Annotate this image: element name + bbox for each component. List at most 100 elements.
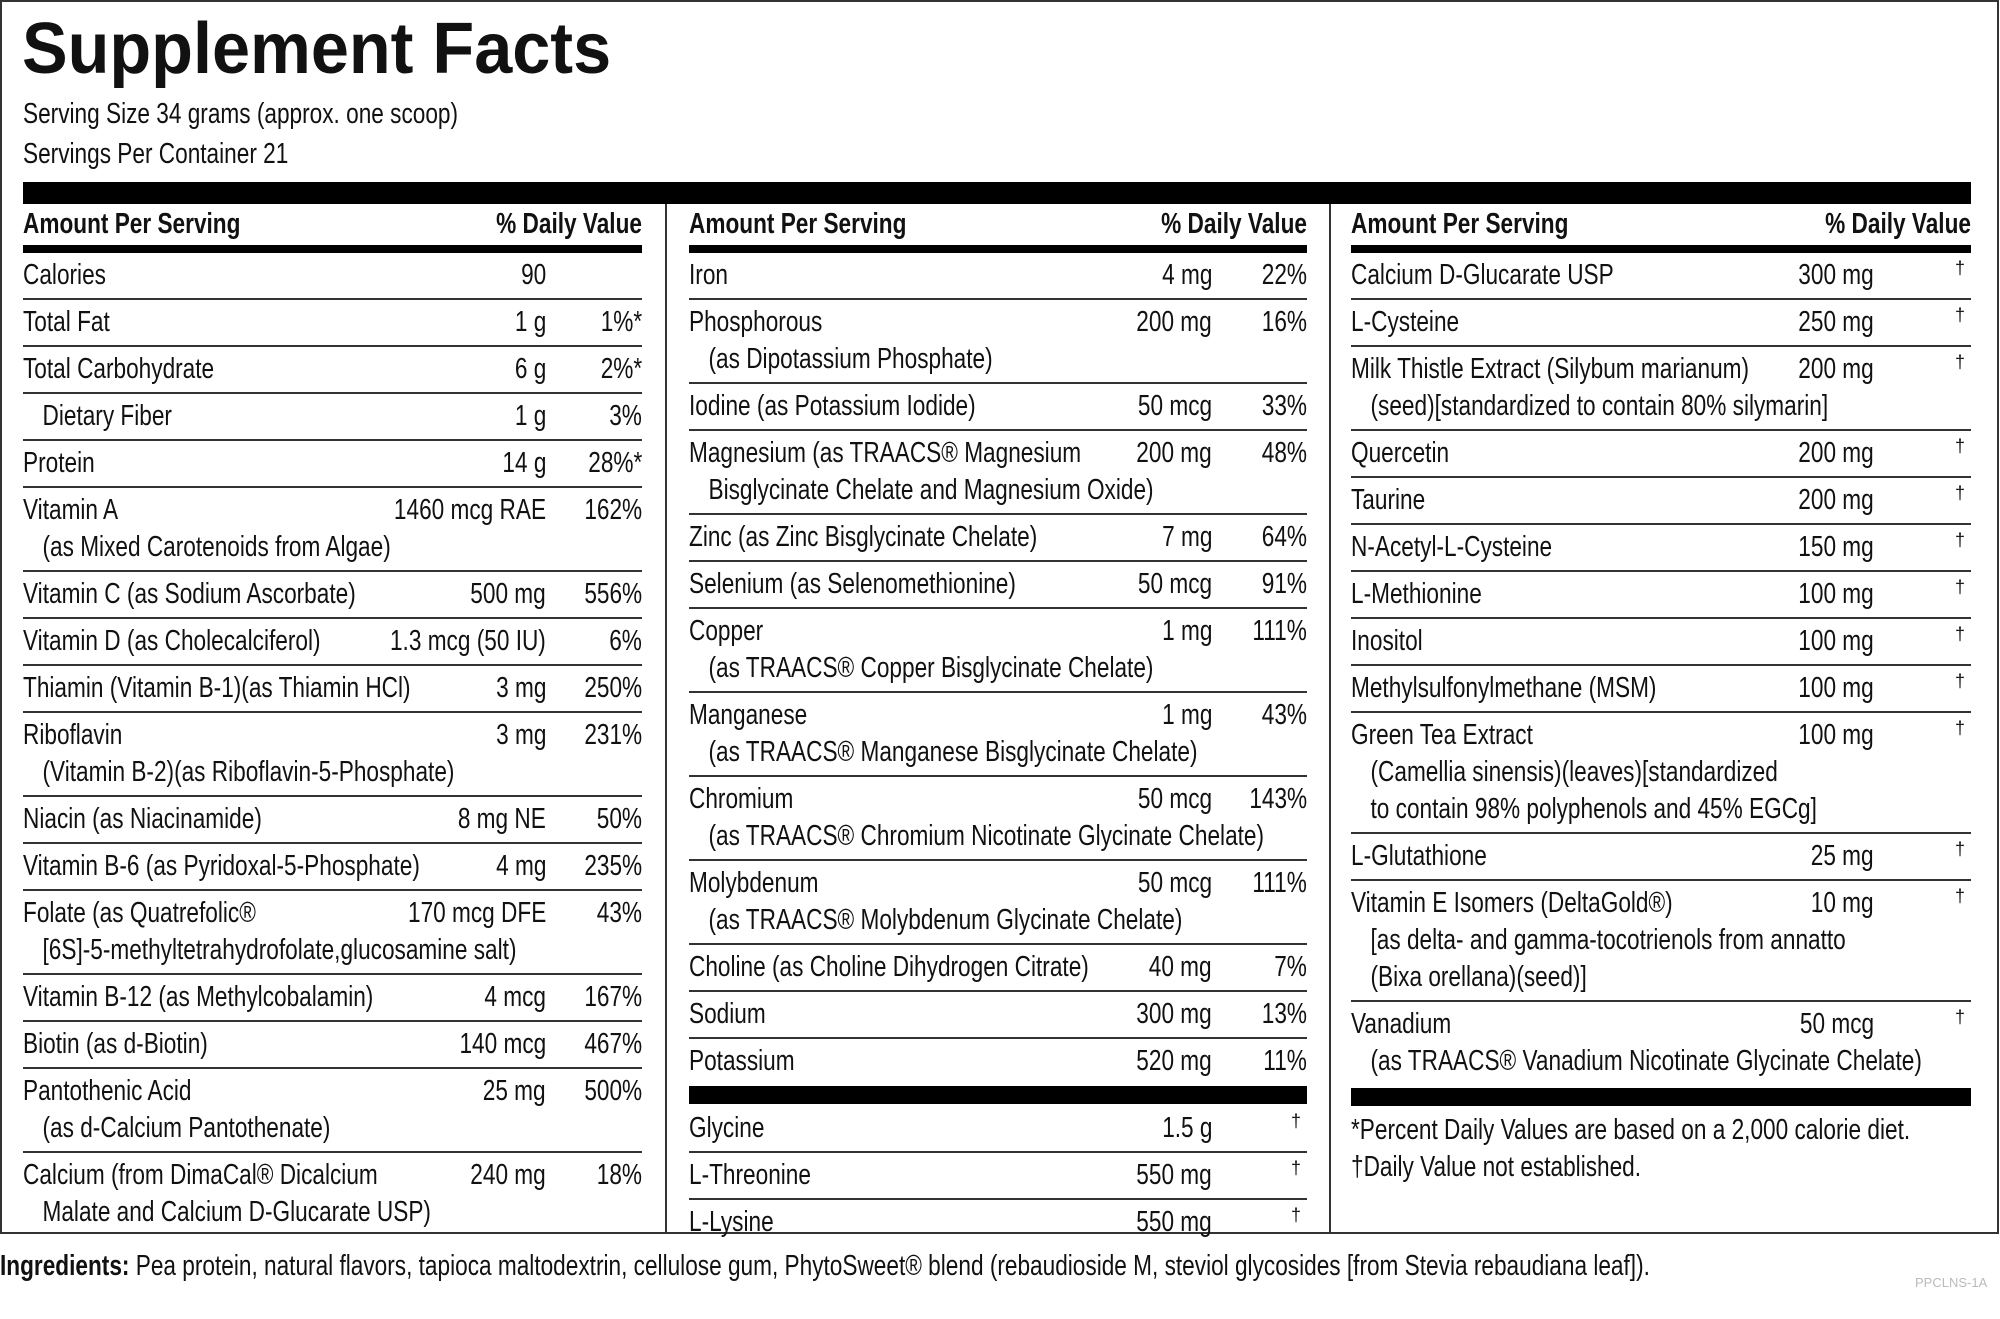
amount-wrap: 1 mg bbox=[1148, 697, 1212, 734]
top-bar bbox=[23, 182, 1971, 204]
amount: 200 mg bbox=[1136, 437, 1212, 469]
dv-wrap: 2%* bbox=[589, 351, 642, 388]
nutrient-row: Magnesium (as TRAACS® Magnesium Bisglycin… bbox=[689, 431, 1307, 515]
nutrient-row: Methylsulfonylmethane (MSM) 100 mg † bbox=[1351, 666, 1971, 713]
nutrient-detail: Bisglycinate Chelate and Magnesium Oxide… bbox=[708, 474, 1154, 506]
amount: 300 mg bbox=[1798, 259, 1874, 291]
footnote: *Percent Daily Values are based on a 2,0… bbox=[1351, 1114, 1911, 1146]
dv-wrap: 50% bbox=[584, 801, 642, 838]
nutrient-row: Vitamin C (as Sodium Ascorbate) 500 mg 556… bbox=[23, 572, 642, 619]
dv-header-wrap: % Daily Value bbox=[455, 206, 642, 243]
dv-wrap: † bbox=[1291, 1157, 1301, 1194]
nutrient-name: Iron bbox=[689, 259, 728, 291]
footnote: †Daily Value not established. bbox=[1351, 1151, 1642, 1183]
dv-header: % Daily Value bbox=[1825, 208, 1971, 240]
nutrient-detail: Malate and Calcium D-Glucarate USP) bbox=[42, 1196, 431, 1228]
column-header: Amount Per Serving % Daily Value bbox=[689, 204, 1307, 253]
dv-wrap: 7% bbox=[1265, 949, 1307, 986]
nutrient-row: Copper (as TRAACS® Copper Bisglycinate Ch… bbox=[689, 609, 1307, 693]
nutrient-name: L-Lysine bbox=[689, 1206, 774, 1238]
ingredients: Ingredients: Pea protein, natural flavor… bbox=[0, 1248, 2000, 1285]
nutrient-row: Calories 90 bbox=[23, 253, 642, 300]
amount: 8 mg NE bbox=[457, 803, 546, 835]
daily-value: † bbox=[1954, 305, 1965, 325]
nutrient-detail: (Camellia sinensis)(leaves)[standardized bbox=[1370, 756, 1778, 788]
nutrient-row: Phosphorous (as Dipotassium Phosphate) 200… bbox=[689, 300, 1307, 384]
dv-wrap: † bbox=[1955, 623, 1965, 660]
nutrient-name: Niacin (as Niacinamide) bbox=[23, 803, 262, 835]
amount: 100 mg bbox=[1798, 719, 1874, 751]
nutrient-row: Biotin (as d-Biotin) 140 mcg 467% bbox=[23, 1022, 642, 1069]
nutrient-name: Vitamin C (as Sodium Ascorbate) bbox=[23, 578, 356, 610]
amount-wrap: 520 mg bbox=[1115, 1043, 1212, 1080]
dv-wrap: 18% bbox=[584, 1157, 642, 1194]
daily-value: 143% bbox=[1249, 783, 1307, 815]
dv-wrap: 556% bbox=[568, 576, 642, 613]
amount-wrap: 200 mg bbox=[1777, 435, 1874, 472]
nutrient-row: Taurine 200 mg † bbox=[1351, 478, 1971, 525]
nutrient-name: Molybdenum bbox=[689, 867, 819, 899]
nutrient-row: Sodium 300 mg 13% bbox=[689, 992, 1307, 1039]
amount-wrap: 50 mcg bbox=[1779, 1006, 1874, 1043]
nutrient-name: Green Tea Extract bbox=[1351, 719, 1533, 751]
amount: 200 mg bbox=[1136, 306, 1212, 338]
nutrient-detail: [as delta- and gamma-tocotrienols from a… bbox=[1370, 924, 1846, 956]
nutrient-name: Iodine (as Potassium Iodide) bbox=[689, 390, 976, 422]
amount: 50 mcg bbox=[1137, 390, 1212, 422]
daily-value: 162% bbox=[584, 494, 642, 526]
daily-value: 13% bbox=[1261, 998, 1307, 1030]
dv-wrap: † bbox=[1955, 304, 1965, 341]
nutrient-name: L-Threonine bbox=[689, 1159, 811, 1191]
nutrient-row: Zinc (as Zinc Bisglycinate Chelate) 7 mg 6… bbox=[689, 515, 1307, 562]
amount: 140 mcg bbox=[459, 1028, 546, 1060]
amount: 40 mg bbox=[1149, 951, 1212, 983]
amount-wrap: 100 mg bbox=[1777, 670, 1874, 707]
amount-wrap: 90 bbox=[514, 257, 546, 294]
amount-wrap: 25 mg bbox=[465, 1073, 546, 1110]
daily-value: 231% bbox=[584, 719, 642, 751]
daily-value: 18% bbox=[596, 1159, 642, 1191]
nutrient-row: Pantothenic Acid (as d-Calcium Pantothena… bbox=[23, 1069, 642, 1153]
dv-wrap: 16% bbox=[1249, 304, 1307, 341]
daily-value: † bbox=[1954, 718, 1965, 738]
nutrient-row: Iron 4 mg 22% bbox=[689, 253, 1307, 300]
amount-wrap: 100 mg bbox=[1777, 576, 1874, 613]
nutrient-name: Vitamin B-6 (as Pyridoxal-5-Phosphate) bbox=[23, 850, 420, 882]
amount: 550 mg bbox=[1136, 1206, 1212, 1238]
amount-wrap: 4 mcg bbox=[467, 979, 546, 1016]
daily-value: † bbox=[1290, 1111, 1301, 1131]
nutrient-row: L-Glutathione 25 mg † bbox=[1351, 834, 1971, 881]
nutrient-name: Calcium D-Glucarate USP bbox=[1351, 259, 1614, 291]
daily-value: 7% bbox=[1274, 951, 1307, 983]
nutrient-detail: (as TRAACS® Manganese Bisglycinate Chela… bbox=[708, 736, 1198, 768]
amount-wrap: 1 g bbox=[506, 398, 546, 435]
dv-wrap: 43% bbox=[1249, 697, 1307, 734]
daily-value: † bbox=[1954, 671, 1965, 691]
daily-value: 16% bbox=[1261, 306, 1307, 338]
nutrient-detail: (Vitamin B-2)(as Riboflavin-5-Phosphate) bbox=[42, 756, 455, 788]
dv-wrap: † bbox=[1291, 1204, 1301, 1241]
dv-header-wrap: % Daily Value bbox=[1784, 206, 1971, 243]
nutrient-row: Riboflavin (Vitamin B-2)(as Riboflavin-5-… bbox=[23, 713, 642, 797]
nutrient-name: Choline (as Choline Dihydrogen Citrate) bbox=[689, 951, 1089, 983]
nutrient-name: Calcium (from DimaCal® Dicalcium bbox=[23, 1159, 378, 1191]
nutrient-row: Milk Thistle Extract (Silybum marianum) (… bbox=[1351, 347, 1971, 431]
nutrient-name: Vitamin D (as Cholecalciferol) bbox=[23, 625, 321, 657]
amount: 6 g bbox=[514, 353, 546, 385]
nutrient-row: Vitamin E Isomers (DeltaGold®) [as delta-… bbox=[1351, 881, 1971, 1002]
daily-value: † bbox=[1954, 624, 1965, 644]
nutrient-detail: (as TRAACS® Copper Bisglycinate Chelate) bbox=[708, 652, 1154, 684]
nutrient-name: Vitamin E Isomers (DeltaGold®) bbox=[1351, 887, 1673, 919]
serving-info: Serving Size 34 grams (approx. one scoop… bbox=[23, 96, 581, 173]
nutrient-row: Iodine (as Potassium Iodide) 50 mcg 33% bbox=[689, 384, 1307, 431]
amount: 1 g bbox=[514, 400, 546, 432]
daily-value: † bbox=[1954, 258, 1965, 278]
amount: 90 bbox=[520, 259, 546, 291]
daily-value: † bbox=[1954, 352, 1965, 372]
column-header: Amount Per Serving % Daily Value bbox=[1351, 204, 1971, 253]
amount-wrap: 1 g bbox=[506, 304, 546, 341]
serving-size: Serving Size 34 grams (approx. one scoop… bbox=[23, 98, 459, 130]
amount-wrap: 3 mg bbox=[482, 717, 546, 754]
dv-wrap: † bbox=[1955, 885, 1965, 922]
amount: 1 mg bbox=[1161, 615, 1212, 647]
